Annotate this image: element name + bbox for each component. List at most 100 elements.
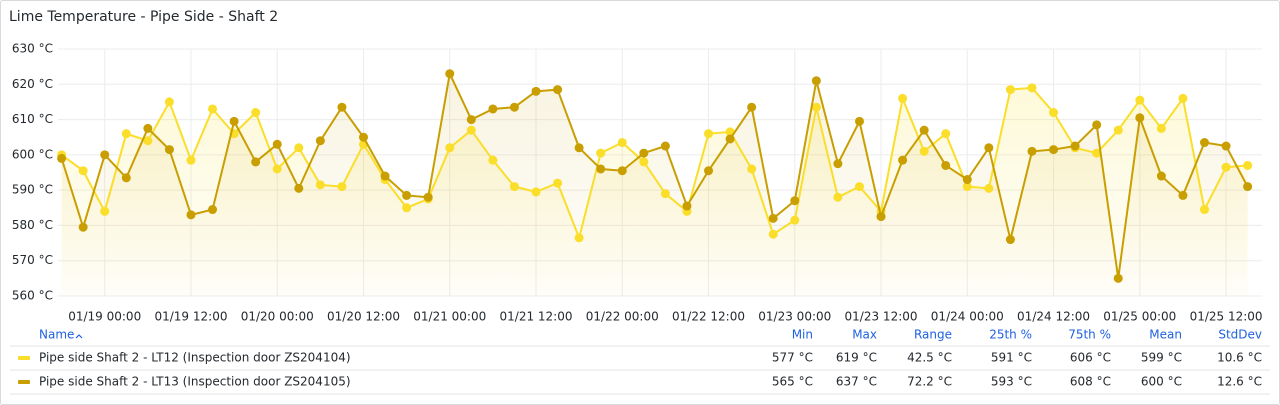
x-tick-label: 01/24 12:00 — [1017, 310, 1090, 324]
data-point — [1156, 171, 1166, 181]
data-point — [272, 139, 282, 149]
legend-header[interactable]: Min — [792, 328, 813, 342]
legend-stat: 10.6 °C — [1217, 351, 1262, 365]
data-point — [574, 143, 584, 153]
data-point — [208, 104, 218, 114]
data-point — [596, 148, 606, 158]
x-tick-label: 01/22 00:00 — [586, 310, 659, 324]
data-point — [811, 76, 821, 86]
data-point — [445, 69, 455, 79]
data-point — [488, 155, 498, 165]
data-point — [509, 182, 519, 192]
data-point — [984, 143, 994, 153]
data-point — [509, 102, 519, 112]
data-point — [208, 205, 218, 215]
legend-stat: 593 °C — [991, 375, 1032, 389]
legend-stat: 619 °C — [836, 351, 877, 365]
data-point — [1178, 93, 1188, 103]
x-tick-label: 01/20 00:00 — [241, 310, 314, 324]
legend-header[interactable]: Range — [914, 328, 952, 342]
legend-stat: 591 °C — [991, 351, 1032, 365]
data-point — [725, 134, 735, 144]
data-point — [833, 192, 843, 202]
y-tick-label: 600 °C — [12, 147, 53, 161]
data-point — [445, 143, 455, 153]
data-point — [78, 222, 88, 232]
y-tick-label: 580 °C — [12, 218, 53, 232]
data-point — [833, 159, 843, 169]
data-point — [100, 206, 110, 216]
data-point — [1049, 145, 1059, 155]
data-point — [121, 129, 131, 139]
data-point — [294, 183, 304, 193]
data-point — [574, 233, 584, 243]
data-point — [660, 189, 670, 199]
data-point — [1243, 160, 1253, 170]
data-point — [1199, 205, 1209, 215]
data-point — [488, 104, 498, 114]
data-point — [423, 192, 433, 202]
data-point — [57, 153, 67, 163]
data-point — [617, 138, 627, 148]
x-tick-label: 01/19 00:00 — [68, 310, 141, 324]
data-point — [251, 157, 261, 167]
data-point — [1049, 108, 1059, 118]
x-tick-label: 01/19 12:00 — [154, 310, 227, 324]
legend-header[interactable]: Name — [39, 328, 74, 342]
legend-name[interactable]: Pipe side Shaft 2 - LT13 (Inspection doo… — [39, 375, 351, 389]
data-point — [78, 166, 88, 176]
data-point — [531, 187, 541, 197]
x-tick-label: 01/24 00:00 — [931, 310, 1004, 324]
data-point — [272, 164, 282, 174]
legend-header[interactable]: 25th % — [989, 328, 1032, 342]
data-point — [100, 150, 110, 160]
data-point — [337, 182, 347, 192]
y-tick-label: 590 °C — [12, 183, 53, 197]
data-point — [121, 173, 131, 183]
data-point — [790, 196, 800, 206]
sort-icon — [75, 334, 83, 339]
legend-stat: 42.5 °C — [907, 351, 952, 365]
data-point — [251, 108, 261, 118]
legend-stat: 565 °C — [772, 375, 813, 389]
data-point — [531, 86, 541, 96]
legend-swatch — [18, 356, 30, 360]
data-point — [704, 166, 714, 176]
data-point — [1135, 113, 1145, 123]
data-point — [941, 129, 951, 139]
legend-header[interactable]: Max — [852, 328, 877, 342]
data-point — [919, 125, 929, 135]
legend-stat: 72.2 °C — [907, 375, 952, 389]
legend-header[interactable]: Mean — [1149, 328, 1182, 342]
data-point — [143, 123, 153, 133]
data-point — [1113, 273, 1123, 283]
data-point — [898, 155, 908, 165]
data-point — [337, 102, 347, 112]
legend-header[interactable]: 75th % — [1068, 328, 1111, 342]
x-tick-label: 01/21 00:00 — [413, 310, 486, 324]
legend-name[interactable]: Pipe side Shaft 2 - LT12 (Inspection doo… — [39, 351, 351, 365]
x-tick-label: 01/23 00:00 — [758, 310, 831, 324]
data-point — [164, 97, 174, 107]
data-point — [1005, 235, 1015, 245]
data-point — [1005, 85, 1015, 95]
data-point — [747, 102, 757, 112]
data-point — [229, 116, 239, 126]
data-point — [1199, 138, 1209, 148]
data-point — [402, 203, 412, 213]
x-tick-label: 01/23 12:00 — [845, 310, 918, 324]
data-point — [768, 213, 778, 223]
series-line — [61, 86, 1248, 239]
data-point — [1070, 141, 1080, 151]
x-tick-label: 01/22 12:00 — [672, 310, 745, 324]
data-point — [1092, 148, 1102, 158]
data-point — [143, 136, 153, 146]
data-point — [186, 210, 196, 220]
data-point — [186, 155, 196, 165]
legend-stat: 608 °C — [1070, 375, 1111, 389]
data-point — [919, 146, 929, 156]
legend-stat: 599 °C — [1141, 351, 1182, 365]
legend-header[interactable]: StdDev — [1218, 328, 1262, 342]
data-point — [768, 229, 778, 239]
